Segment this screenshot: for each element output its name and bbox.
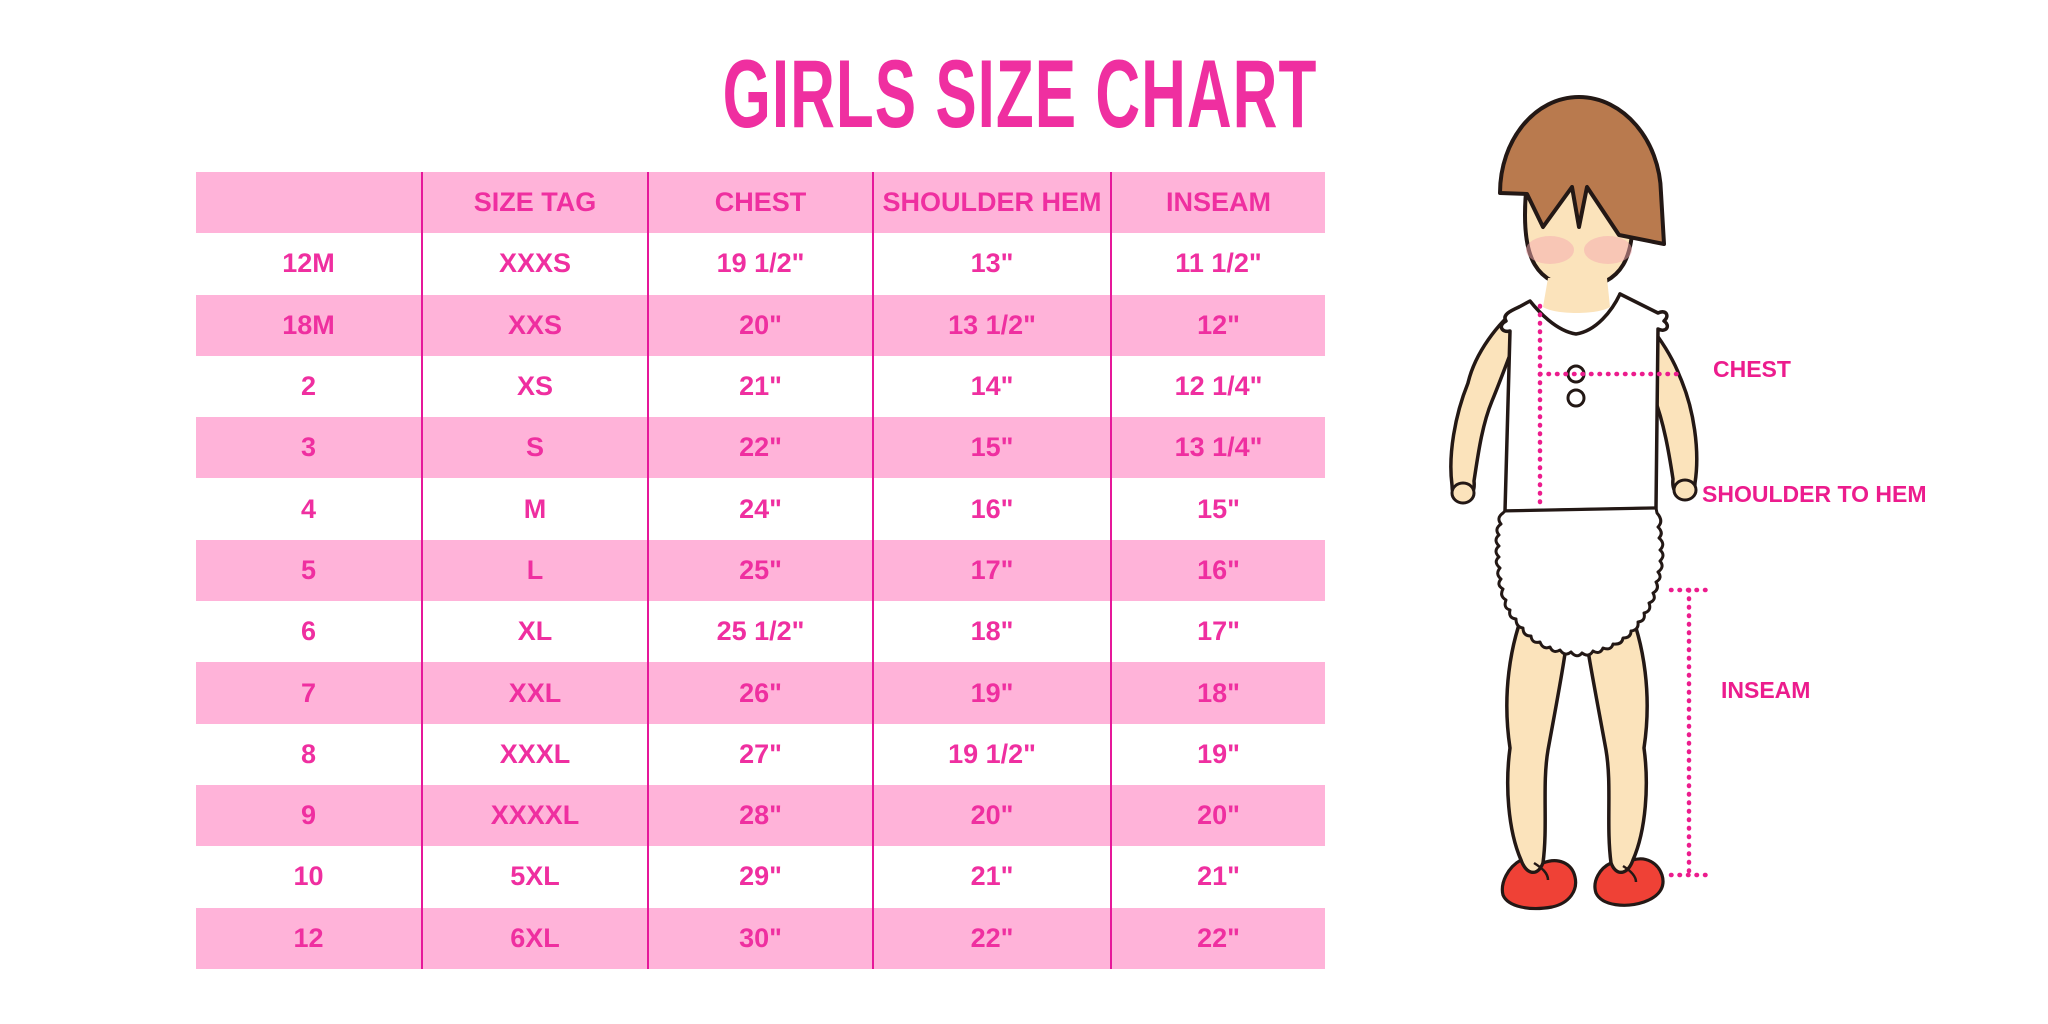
svg-text:CHEST: CHEST [1713, 356, 1791, 382]
svg-text:INSEAM: INSEAM [1721, 677, 1810, 703]
svg-text:SHOULDER TO HEM: SHOULDER TO HEM [1702, 481, 1926, 507]
